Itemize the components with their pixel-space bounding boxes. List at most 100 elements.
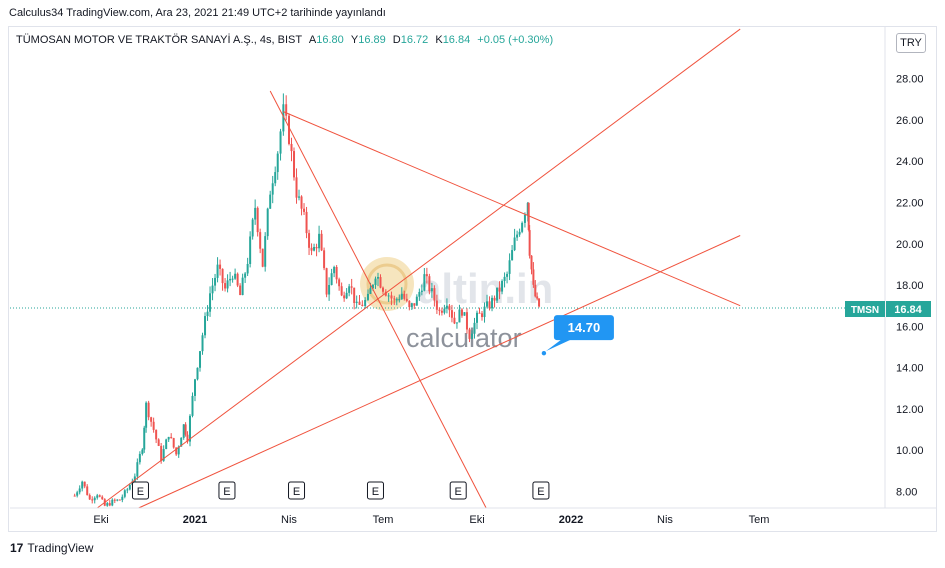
candle-body [81, 481, 84, 489]
annotation-box [553, 315, 614, 341]
candle [108, 500, 111, 507]
candle-body [121, 496, 124, 501]
candle-body [204, 316, 207, 336]
candle [425, 267, 428, 284]
candle [318, 225, 321, 253]
candle-body [506, 273, 509, 277]
candle-body [498, 287, 501, 292]
candle [141, 448, 144, 456]
candle [186, 431, 189, 444]
annotation-label: 14.70 [568, 320, 601, 335]
candle [182, 424, 185, 440]
candle-body [403, 293, 406, 299]
earnings-marker: E [288, 481, 306, 500]
candle [353, 287, 356, 310]
candle-body [206, 311, 209, 317]
candle [348, 283, 351, 297]
candle-body [488, 301, 491, 309]
high-value: 16.89 [358, 34, 386, 46]
candle [239, 283, 242, 296]
y-tick-label: 16.00 [896, 321, 924, 333]
open-value: 16.80 [316, 34, 344, 46]
candle-body [244, 273, 247, 278]
candle-body [438, 309, 441, 311]
candle-body [387, 295, 390, 297]
candle [279, 128, 282, 161]
x-tick-label: Nis [657, 514, 673, 526]
earnings-marker: E [218, 481, 236, 500]
candle-body [172, 438, 175, 448]
candle [491, 295, 494, 312]
candle-body [224, 283, 227, 289]
candle [269, 190, 272, 209]
candle [470, 330, 473, 340]
candle-body [328, 284, 331, 295]
candle [410, 302, 413, 310]
candle [274, 166, 277, 187]
candle-body [390, 295, 393, 299]
earnings-marker-box [131, 481, 149, 500]
candle [445, 298, 448, 314]
candle-body [408, 300, 411, 308]
candle [216, 257, 219, 283]
candle-body [209, 293, 212, 312]
candle [126, 487, 129, 494]
candle [333, 265, 336, 278]
candle [172, 437, 175, 449]
candle-body [445, 305, 448, 309]
candle [420, 284, 423, 296]
candle-body [496, 287, 499, 301]
candle-body [199, 351, 202, 368]
candle-body [234, 273, 237, 279]
candle-body [246, 263, 249, 274]
earnings-marker: E [131, 481, 149, 500]
footer: 17 TradingView [10, 541, 93, 555]
candle [199, 350, 202, 372]
candle [358, 294, 361, 305]
candle [330, 268, 333, 286]
candle [518, 228, 521, 237]
y-tick-label: 14.00 [896, 363, 924, 375]
candle-body [136, 462, 139, 477]
candle-body [371, 284, 374, 289]
candle-body [532, 269, 535, 285]
candle [121, 494, 124, 503]
candle [338, 277, 341, 291]
candle-body [315, 247, 318, 249]
candle [184, 422, 187, 437]
candle-body [410, 303, 413, 308]
candle-body [231, 278, 234, 280]
candle-body [254, 207, 257, 220]
candle [261, 248, 264, 268]
candle [118, 499, 121, 501]
candle-body [226, 280, 229, 289]
candle-body [188, 415, 191, 442]
candle-body [279, 131, 282, 154]
candle [528, 225, 531, 259]
candle [455, 322, 458, 329]
candle [300, 195, 303, 216]
candle-body [113, 499, 116, 501]
candle-body [366, 293, 369, 300]
candle-body [530, 255, 533, 270]
candle [88, 493, 91, 500]
y-tick-label: 12.00 [896, 404, 924, 416]
candle-body [123, 490, 126, 497]
candle-body [98, 495, 101, 497]
earnings-marker: E [366, 481, 384, 500]
symbol-legend: TÜMOSAN MOTOR VE TRAKTÖR SANAYİ A.Ş., 4s… [16, 34, 553, 46]
candle-body [251, 219, 254, 237]
candle [343, 291, 346, 302]
candle [513, 228, 516, 252]
candle-body [493, 297, 496, 301]
candle-body [443, 308, 446, 313]
candle-body [285, 104, 288, 116]
candle [538, 298, 541, 308]
candle [453, 311, 456, 325]
candle-body [338, 279, 341, 287]
candle-body [476, 312, 478, 323]
annotation-anchor [541, 350, 547, 356]
currency-button[interactable]: TRY [896, 33, 926, 53]
candle-body [177, 446, 180, 455]
